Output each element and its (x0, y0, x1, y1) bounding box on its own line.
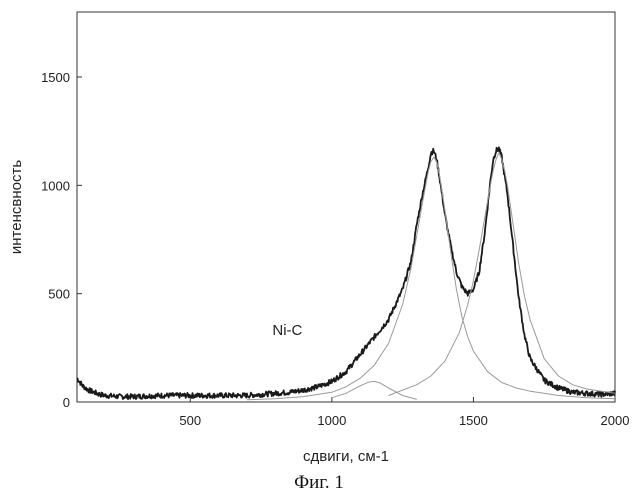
x-tick-label: 1000 (317, 413, 346, 428)
fit-component-g-line (389, 153, 616, 396)
y-axis-title: интенсвность (8, 160, 25, 254)
x-tick-label: 2000 (601, 413, 630, 428)
sample-label: Ni-C (272, 322, 302, 339)
y-tick-label: 1000 (41, 178, 70, 193)
y-tick-label: 0 (63, 395, 70, 410)
figure-caption: Фиг. 1 (0, 472, 638, 494)
y-tick-label: 500 (48, 287, 70, 302)
measured-spectrum-line (77, 147, 615, 399)
series-group (77, 147, 615, 399)
spectrum-chart: 500 1000 1500 2000 0 500 1000 1500 Ni-C сдвиги,… (0, 0, 638, 470)
x-tick-label: 500 (179, 413, 201, 428)
fit-component-d-line (247, 157, 615, 400)
y-tick-label: 1500 (41, 70, 70, 85)
fit-component-small-line (332, 381, 417, 399)
plot-frame (77, 12, 615, 402)
x-tick-label: 1500 (459, 413, 488, 428)
x-axis-title: сдвиги, см-1 (303, 448, 389, 465)
